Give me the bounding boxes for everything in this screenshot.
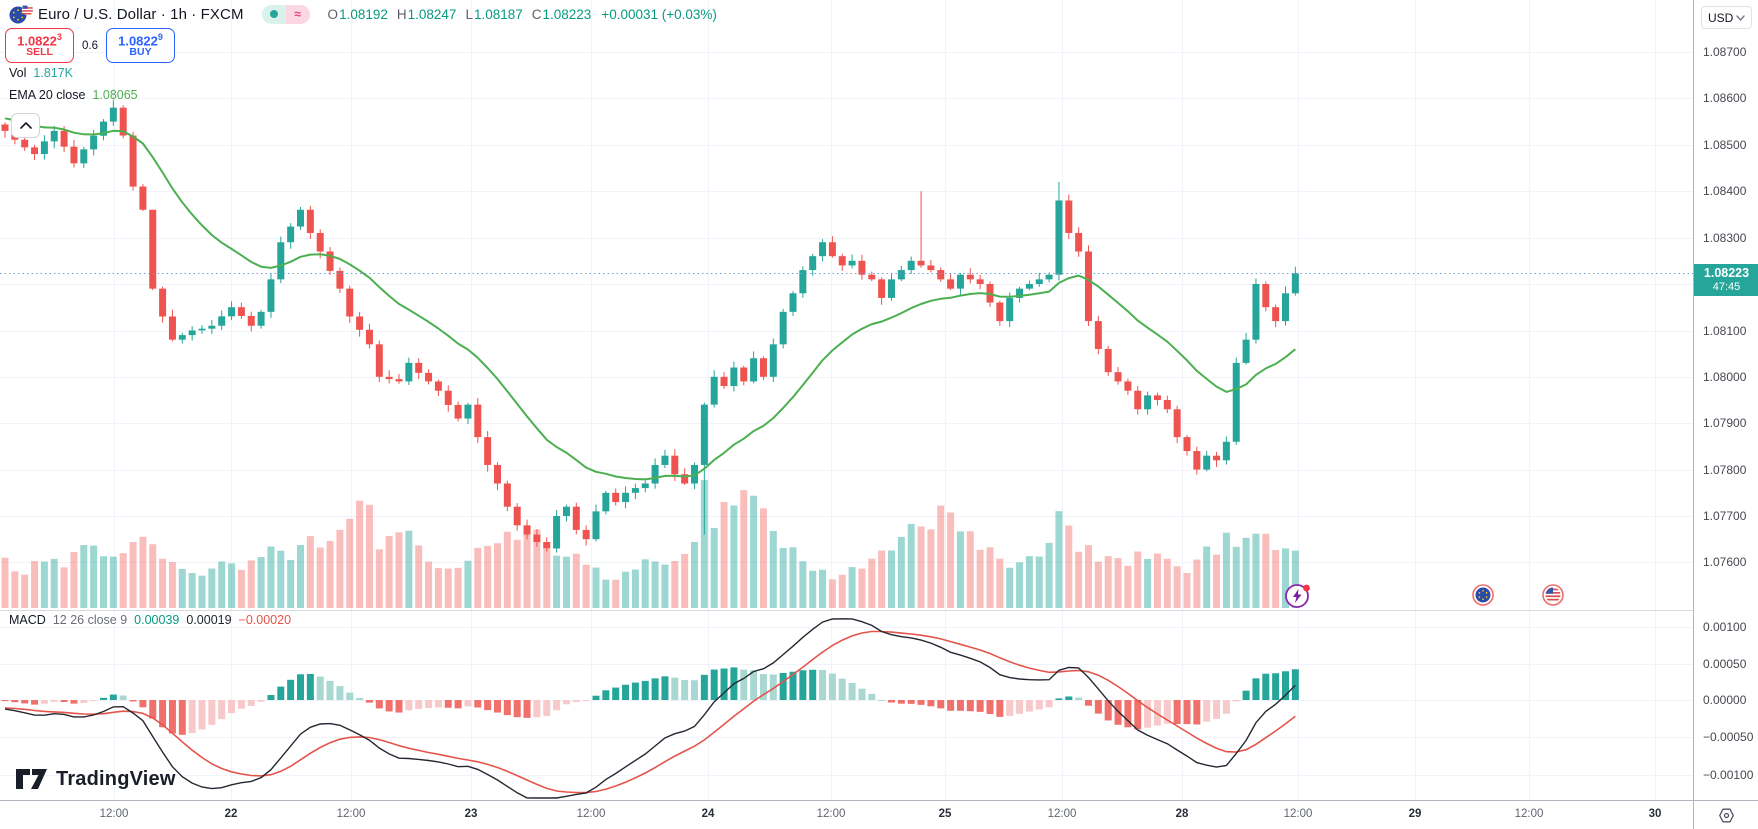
buy-button[interactable]: 1.08229 BUY [106,28,175,63]
volume-layer [1,480,1299,608]
tradingview-watermark[interactable]: TradingView [15,767,176,791]
buy-label: BUY [129,46,152,59]
ema-line [4,117,1296,481]
currency-selector[interactable]: USD [1701,6,1752,29]
market-open-indicator-icon [261,4,286,24]
current-price-tag: 1.08223 47:45 [1694,264,1758,296]
us-economic-event-marker[interactable] [1542,584,1564,611]
open-value: 1.08192 [339,6,388,22]
time-axis-label: 30 [1648,808,1662,820]
time-axis-label: 24 [701,808,715,820]
chart-header: Euro / U.S. Dollar · 1h · FXCM ≈ O1.0819… [8,3,717,25]
symbol-title[interactable]: Euro / U.S. Dollar · 1h · FXCM [38,5,244,23]
volume-label: Vol [9,66,27,80]
delayed-data-icon: ≈ [285,4,310,24]
sell-price: 1.0822 [17,32,57,48]
lightning-icon [1293,589,1302,603]
sell-button[interactable]: 1.08223 SELL [5,28,74,63]
change-value: +0.00031 (+0.03%) [601,6,717,22]
price-axis-label: 1.08700 [1703,45,1747,59]
axis-settings-icon [1719,808,1734,822]
time-axis-label: 12:00 [576,808,606,820]
macd-axis-label: 0.00100 [1703,620,1747,634]
macd-label: MACD [9,613,46,627]
price-axis-label: 1.07700 [1703,509,1747,523]
price-axis-label: 1.08100 [1703,324,1747,338]
stream-event-marker[interactable] [1283,581,1313,615]
eu-economic-event-marker[interactable] [1472,584,1494,611]
macd-signal-line [4,630,1296,794]
price-axis-label: 1.08600 [1703,91,1747,105]
trade-panel: 1.08223 SELL 0.6 1.08229 BUY [5,28,175,63]
chevron-down-icon [1736,14,1745,21]
time-axis-label: 25 [938,808,952,820]
macd-signal-value: −0.00020 [238,613,292,627]
macd-legend[interactable]: MACD 12 26 close 9 0.00039 0.00019 −0.00… [9,613,291,627]
price-axis-label: 1.08400 [1703,184,1747,198]
macd-line-value: 0.00019 [186,613,232,627]
buy-price-sup: 9 [157,31,163,42]
sell-label: SELL [26,46,53,59]
macd-axis-label: 0.00000 [1703,693,1747,707]
price-axis-label: 1.08000 [1703,370,1747,384]
price-axis-label: 1.07900 [1703,416,1747,430]
time-axis-label: 12:00 [336,808,366,820]
grid-layer [0,0,1693,800]
us-flag-icon [1542,584,1564,606]
ema-label: EMA 20 close [9,88,86,102]
time-axis-label: 12:00 [99,808,129,820]
buy-price: 1.0822 [118,32,158,48]
currency-value: USD [1708,10,1734,25]
time-axis-label: 28 [1175,808,1189,820]
sell-price-sup: 3 [56,31,62,42]
time-axis-label: 12:00 [1514,808,1544,820]
tradingview-watermark-text: TradingView [56,767,176,790]
low-value: 1.08187 [473,6,523,22]
low-label: L [465,6,473,22]
collapse-indicators-button[interactable] [11,113,40,138]
market-status-toggle[interactable]: ≈ [261,4,310,24]
ohlc-readout: O1.08192 H1.08247 L1.08187 C1.08223 +0.0… [328,7,717,22]
macd-params: 12 26 close 9 [52,613,128,627]
time-axis-label: 12:00 [816,808,846,820]
macd-axis-label: −0.00100 [1703,768,1754,782]
current-price: 1.08223 [1703,265,1750,280]
macd-axis-label: 0.00050 [1703,657,1747,671]
high-label: H [396,6,407,22]
close-value: 1.08223 [542,6,592,22]
tradingview-logo-icon [16,769,47,789]
open-label: O [327,6,339,22]
time-axis-label: 23 [464,808,478,820]
chevron-up-icon [19,122,32,129]
time-axis[interactable]: 12:00 22 12:00 23 12:00 24 12:00 25 12:00 28 12:00… [0,800,1693,829]
ema-value: 1.08065 [92,88,138,102]
macd-line [4,618,1296,799]
ema-legend[interactable]: EMA 20 close 1.08065 [9,88,138,102]
symbol-pair-logo-icon[interactable] [8,3,34,25]
time-axis-label: 12:00 [1283,808,1313,820]
macd-histogram-value: 0.00039 [134,613,180,627]
macd-histogram-layer [1,667,1299,735]
spread-value: 0.6 [82,39,98,52]
candles-layer [1,89,1299,553]
eu-flag-icon [1472,584,1494,606]
notification-dot-icon [1303,584,1310,592]
price-axis[interactable]: USD 1.08700 1.08600 1.08500 1.08400 1.08300 1… [1693,0,1758,800]
macd-axis-label: −0.00050 [1703,730,1754,744]
volume-legend[interactable]: Vol 1.817K [9,66,73,80]
time-axis-label: 29 [1408,808,1422,820]
price-axis-label: 1.08500 [1703,138,1747,152]
high-value: 1.08247 [407,6,457,22]
volume-value: 1.817K [33,66,74,80]
axis-settings-corner[interactable] [1693,800,1758,829]
price-axis-label: 1.07600 [1703,555,1747,569]
time-axis-label: 22 [224,808,238,820]
price-axis-label: 1.08300 [1703,231,1747,245]
close-label: C [531,6,542,22]
bar-countdown: 47:45 [1712,280,1741,293]
price-axis-label: 1.07800 [1703,463,1747,477]
time-axis-label: 12:00 [1047,808,1077,820]
